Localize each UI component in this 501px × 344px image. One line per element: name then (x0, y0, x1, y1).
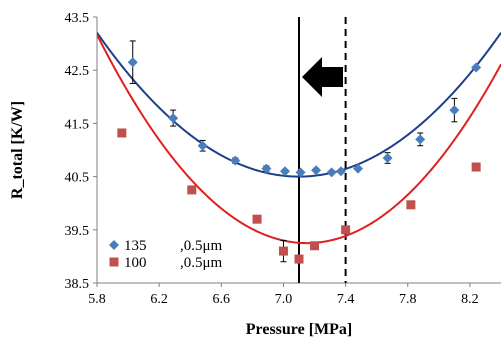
data-point-135 (353, 163, 364, 174)
data-point-100 (278, 246, 288, 256)
data-point-100 (471, 162, 481, 172)
data-point-100 (341, 225, 351, 235)
data-point-100 (187, 185, 197, 195)
data-point-135 (280, 166, 291, 177)
legend-marker-100 (109, 257, 119, 267)
data-point-100 (252, 214, 262, 224)
y-tick-label: 38.5 (65, 277, 90, 292)
x-tick-label: 7.4 (337, 292, 355, 307)
plot-area: 5.8 6.2 6.6 7.0 7.4 7.8 8.2 38.5 39.5 40.5 41.5 42.… (65, 11, 501, 307)
data-point-135 (311, 165, 322, 176)
data-point-135 (230, 155, 241, 166)
x-tick-label: 8.2 (461, 292, 479, 307)
fit-curve-100 (97, 34, 501, 245)
legend-marker-135 (109, 240, 119, 250)
data-point-135 (382, 152, 393, 163)
legend-label-135: 135 (124, 238, 147, 254)
y-axis-title: R_total [K/W] (9, 101, 26, 199)
legend-label-suffix-135: ,0.5μm (180, 238, 223, 254)
x-axis-title: Pressure [MPa] (246, 321, 352, 338)
fit-curve-135 (97, 32, 501, 178)
data-point-135 (197, 140, 208, 151)
y-tick-label: 41.5 (65, 117, 90, 132)
data-point-135 (326, 167, 337, 178)
data-point-100 (310, 241, 320, 251)
x-tick-label: 6.6 (213, 292, 231, 307)
data-point-100 (294, 254, 304, 264)
legend-label-100: 100 (124, 255, 147, 271)
data-point-135 (449, 105, 460, 116)
data-point-135 (295, 167, 306, 178)
legend-label-suffix-100: ,0.5μm (180, 255, 223, 271)
x-tick-label: 7.8 (399, 292, 417, 307)
data-point-135 (261, 163, 272, 174)
data-point-135 (127, 57, 138, 68)
y-tick-label: 43.5 (65, 11, 90, 26)
x-tick-label: 7.0 (275, 292, 293, 307)
data-point-100 (117, 128, 127, 138)
data-point-135 (335, 166, 346, 177)
left-arrow-icon (302, 57, 343, 97)
data-point-135 (168, 113, 179, 124)
x-tick-label: 5.8 (88, 292, 106, 307)
x-tick-label: 6.2 (150, 292, 168, 307)
data-point-135 (471, 62, 482, 73)
y-tick-label: 40.5 (65, 171, 90, 186)
data-point-135 (415, 134, 426, 145)
y-tick-label: 42.5 (65, 64, 90, 79)
y-tick-label: 39.5 (65, 224, 90, 239)
data-point-100 (406, 200, 416, 210)
